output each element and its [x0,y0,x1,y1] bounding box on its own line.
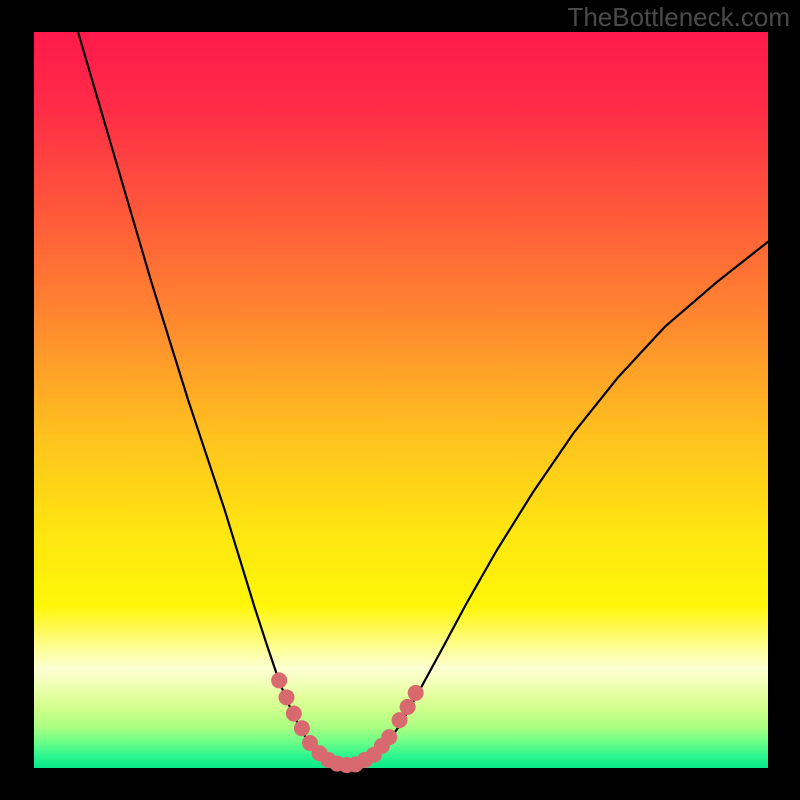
plot-background [34,32,768,768]
chart-stage: TheBottleneck.com [0,0,800,800]
watermark-text: TheBottleneck.com [567,2,790,33]
